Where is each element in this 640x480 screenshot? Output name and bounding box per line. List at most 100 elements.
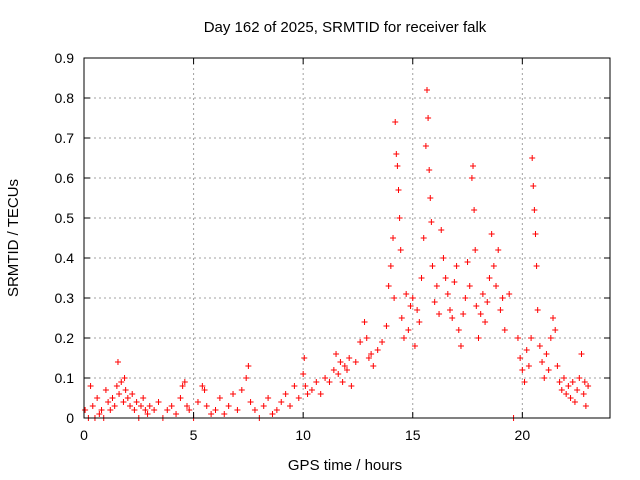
data-point xyxy=(146,403,153,409)
data-point xyxy=(251,407,258,413)
y-tick-label: 0.5 xyxy=(55,210,75,226)
data-point xyxy=(442,275,449,281)
data-point xyxy=(374,347,381,353)
data-point xyxy=(426,167,433,173)
data-point xyxy=(186,407,193,413)
data-point xyxy=(201,387,208,393)
data-point xyxy=(245,363,252,369)
data-point xyxy=(317,391,324,397)
data-point xyxy=(397,247,404,253)
data-point xyxy=(464,259,471,265)
data-point xyxy=(429,263,436,269)
x-tick-label: 5 xyxy=(190,427,198,443)
data-point xyxy=(208,411,215,417)
data-point xyxy=(558,387,565,393)
data-point xyxy=(140,395,147,401)
data-point xyxy=(499,295,506,301)
plot-frame xyxy=(83,57,611,419)
data-point xyxy=(405,327,412,333)
data-point xyxy=(357,339,364,345)
x-axis-label: GPS time / hours xyxy=(288,457,402,474)
data-point xyxy=(203,403,210,409)
data-point xyxy=(493,283,500,289)
data-point xyxy=(144,411,151,417)
data-point xyxy=(387,263,394,269)
data-point xyxy=(541,375,548,381)
data-point xyxy=(567,395,574,401)
data-point xyxy=(428,219,435,225)
data-point xyxy=(545,367,552,373)
data-point xyxy=(243,375,250,381)
data-point xyxy=(460,311,467,317)
data-point xyxy=(563,391,570,397)
data-point xyxy=(554,363,561,369)
data-point xyxy=(569,379,576,385)
data-point xyxy=(396,215,403,221)
data-point xyxy=(346,355,353,361)
data-point xyxy=(506,291,513,297)
data-point xyxy=(322,375,329,381)
data-point xyxy=(212,407,219,413)
data-point xyxy=(514,335,521,341)
data-point xyxy=(420,235,427,241)
data-point xyxy=(142,407,149,413)
data-point xyxy=(137,403,144,409)
data-point xyxy=(96,411,103,417)
data-point xyxy=(447,307,454,313)
data-point xyxy=(501,327,508,333)
data-point xyxy=(440,255,447,261)
data-point xyxy=(265,395,272,401)
data-point xyxy=(341,363,348,369)
data-point xyxy=(431,299,438,305)
x-tick-label: 20 xyxy=(515,427,531,443)
data-point xyxy=(519,367,526,373)
data-point xyxy=(395,187,402,193)
data-point xyxy=(337,359,344,365)
data-point xyxy=(400,335,407,341)
data-point xyxy=(436,311,443,317)
data-point xyxy=(326,379,333,385)
data-point xyxy=(497,307,504,313)
data-point xyxy=(82,407,89,413)
data-point xyxy=(495,247,502,253)
data-point xyxy=(433,283,440,289)
data-point xyxy=(121,375,128,381)
data-point xyxy=(581,379,588,385)
data-point xyxy=(116,391,123,397)
data-point xyxy=(411,343,418,349)
data-point xyxy=(168,403,175,409)
data-point xyxy=(383,323,390,329)
data-point xyxy=(407,303,414,309)
y-tick-label: 0.7 xyxy=(55,130,75,146)
data-point xyxy=(422,143,429,149)
data-point xyxy=(234,407,241,413)
data-point xyxy=(416,319,423,325)
data-points xyxy=(82,87,592,421)
data-point xyxy=(423,87,430,93)
data-point xyxy=(552,327,559,333)
y-tick-label: 0.6 xyxy=(55,170,75,186)
data-point xyxy=(295,395,302,401)
data-point xyxy=(179,383,186,389)
data-point xyxy=(247,399,254,405)
data-point xyxy=(133,399,140,405)
data-point xyxy=(304,391,311,397)
data-point xyxy=(475,335,482,341)
data-point xyxy=(418,275,425,281)
data-point xyxy=(529,155,536,161)
data-point xyxy=(427,195,434,201)
data-point xyxy=(238,387,245,393)
data-point xyxy=(278,399,285,405)
data-point xyxy=(482,319,489,325)
data-point xyxy=(302,383,309,389)
y-tick-label: 0.4 xyxy=(55,250,75,266)
data-point xyxy=(155,399,162,405)
data-point xyxy=(300,371,307,377)
data-point xyxy=(173,411,180,417)
data-point xyxy=(87,383,94,389)
y-tick-labels: 0 0.1 0.2 0.3 0.4 0.5 0.6 0.7 0.8 0.9 xyxy=(55,50,75,426)
data-point xyxy=(470,163,477,169)
data-point xyxy=(199,383,206,389)
data-point xyxy=(438,227,445,233)
